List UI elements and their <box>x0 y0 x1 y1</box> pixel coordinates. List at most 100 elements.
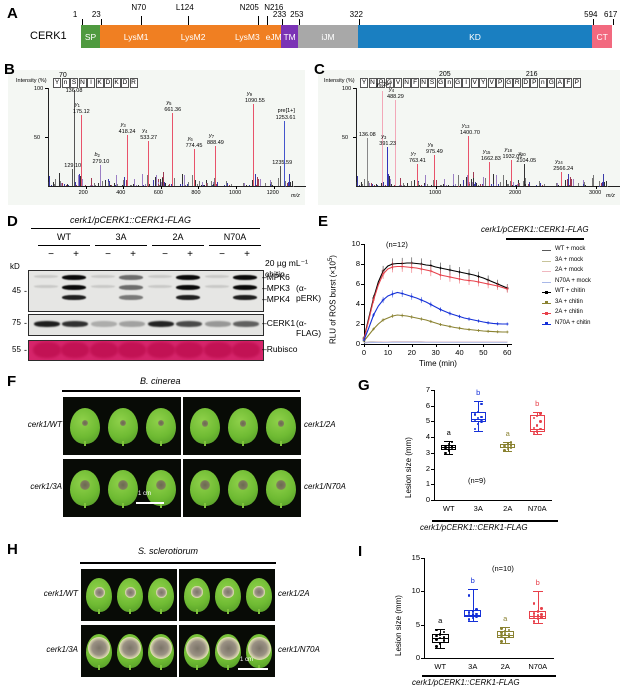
lane-header-N70A: N70A <box>223 232 247 242</box>
blot-ponceau <box>28 340 264 361</box>
series-wt-chitin <box>363 262 508 339</box>
protein-band <box>205 275 229 278</box>
lesion <box>253 586 265 599</box>
peak-label-mz: 279.10 <box>92 159 110 166</box>
y-tick <box>45 137 48 138</box>
residue-19: D <box>521 78 530 88</box>
noise-peak <box>453 184 455 186</box>
y-tick <box>431 437 434 439</box>
petiole <box>258 665 260 670</box>
petiole <box>258 609 260 614</box>
petiole <box>160 665 162 670</box>
noise-peak <box>48 181 49 186</box>
residue-7: K <box>112 78 121 88</box>
y-axis <box>48 88 49 186</box>
protein-band <box>233 285 257 290</box>
noise-peak <box>114 185 116 186</box>
petiole <box>160 441 162 446</box>
noise-peak <box>584 181 585 186</box>
noise-peak <box>258 179 259 186</box>
noise-peak <box>48 175 50 186</box>
residue-23: A <box>555 78 564 88</box>
whisker-lower <box>440 642 442 648</box>
data-point <box>536 617 539 620</box>
noise-peak <box>485 178 487 186</box>
peak-label-mz: 2566.24 <box>553 166 574 173</box>
leaf-image <box>215 634 241 670</box>
annotated-peak <box>252 103 254 186</box>
peak-label-mz: 136.08 <box>65 88 83 94</box>
peak-label-mz: 2104.05 <box>516 158 537 165</box>
residue-0: Y <box>360 78 368 88</box>
photo-row-label-0: cerk1/WT <box>43 589 78 598</box>
petiole <box>280 503 282 508</box>
noise-peak <box>114 182 115 186</box>
annotated-peak <box>395 99 397 186</box>
noise-peak <box>115 174 117 186</box>
panel-d-immunoblot: D cerk1/pCERK1::CERK1-FLAG WT − +3A − +2A − + N… <box>0 212 321 372</box>
noise-peak <box>224 185 225 186</box>
data-point <box>536 610 539 613</box>
series-3a-mock <box>363 341 508 344</box>
noise-peak <box>503 174 505 186</box>
noise-peak <box>398 185 400 186</box>
petiole <box>129 665 131 670</box>
whisker-cap-upper <box>473 401 483 402</box>
annotated-peak <box>80 115 82 186</box>
panel-i-plot-area: 0 5 10 15 Lesion size (mm) WT a 3A b 2A a N70A b <box>356 540 626 700</box>
domain-spacer-3 <box>156 25 175 48</box>
rubisco-band <box>204 342 232 358</box>
annotated-peak <box>148 140 150 186</box>
data-point <box>532 602 536 605</box>
tick-label-1: 1 <box>72 10 78 19</box>
peak-label-name: y4 <box>142 127 148 134</box>
noise-peak <box>187 184 188 186</box>
residue-20: P <box>530 78 539 88</box>
petiole <box>122 503 124 508</box>
panel-h-letter: H <box>7 541 18 558</box>
peak-label-mz: 975.49 <box>426 148 443 155</box>
noise-peak <box>555 183 557 186</box>
protein-name-label: CERK1 <box>30 30 67 42</box>
noise-peak <box>369 183 370 186</box>
y-tick <box>431 452 434 454</box>
scale-label: 1 cm <box>138 491 152 497</box>
data-point <box>450 447 454 451</box>
residue-5: K <box>95 78 104 88</box>
lesion <box>216 636 240 660</box>
noise-peak <box>431 185 433 186</box>
photo-row-label-1: cerk1/2A <box>304 420 336 429</box>
whisker-cap-lower <box>532 434 542 435</box>
data-point <box>503 449 506 452</box>
protein-band <box>233 275 257 280</box>
data-point <box>435 645 438 648</box>
noise-peak <box>411 181 412 186</box>
tick-mark-N216 <box>267 16 269 25</box>
noise-peak <box>482 185 484 186</box>
data-point <box>471 616 474 620</box>
lane-header-2A: 2A <box>172 232 184 242</box>
noise-peak <box>356 181 357 186</box>
noise-peak <box>186 185 188 186</box>
noise-peak <box>375 184 377 186</box>
protein-band <box>176 285 200 290</box>
noise-peak <box>147 175 148 186</box>
peak-label-name: b2 <box>94 152 100 159</box>
treatment-symbol: − <box>48 249 54 260</box>
legend-swatch-2 <box>542 271 551 273</box>
panel-g-n-label: (n=9) <box>468 476 486 485</box>
noise-peak <box>59 181 61 186</box>
annotated-peak <box>100 165 102 186</box>
median-line <box>470 419 486 421</box>
noise-peak <box>270 184 271 186</box>
peak-label-mz: 175.12 <box>72 109 90 116</box>
panel-i-group-label: cerk1/pCERK1::CERK1-FLAG <box>412 678 520 687</box>
noise-peak <box>156 175 157 186</box>
data-point <box>467 614 471 617</box>
y-tick <box>361 264 364 265</box>
residue-2: P <box>377 78 385 88</box>
photo-block-1 <box>178 568 276 622</box>
tick-mark-N70 <box>141 16 143 25</box>
mw-75: 75 <box>12 318 21 327</box>
noise-peak <box>459 184 461 186</box>
